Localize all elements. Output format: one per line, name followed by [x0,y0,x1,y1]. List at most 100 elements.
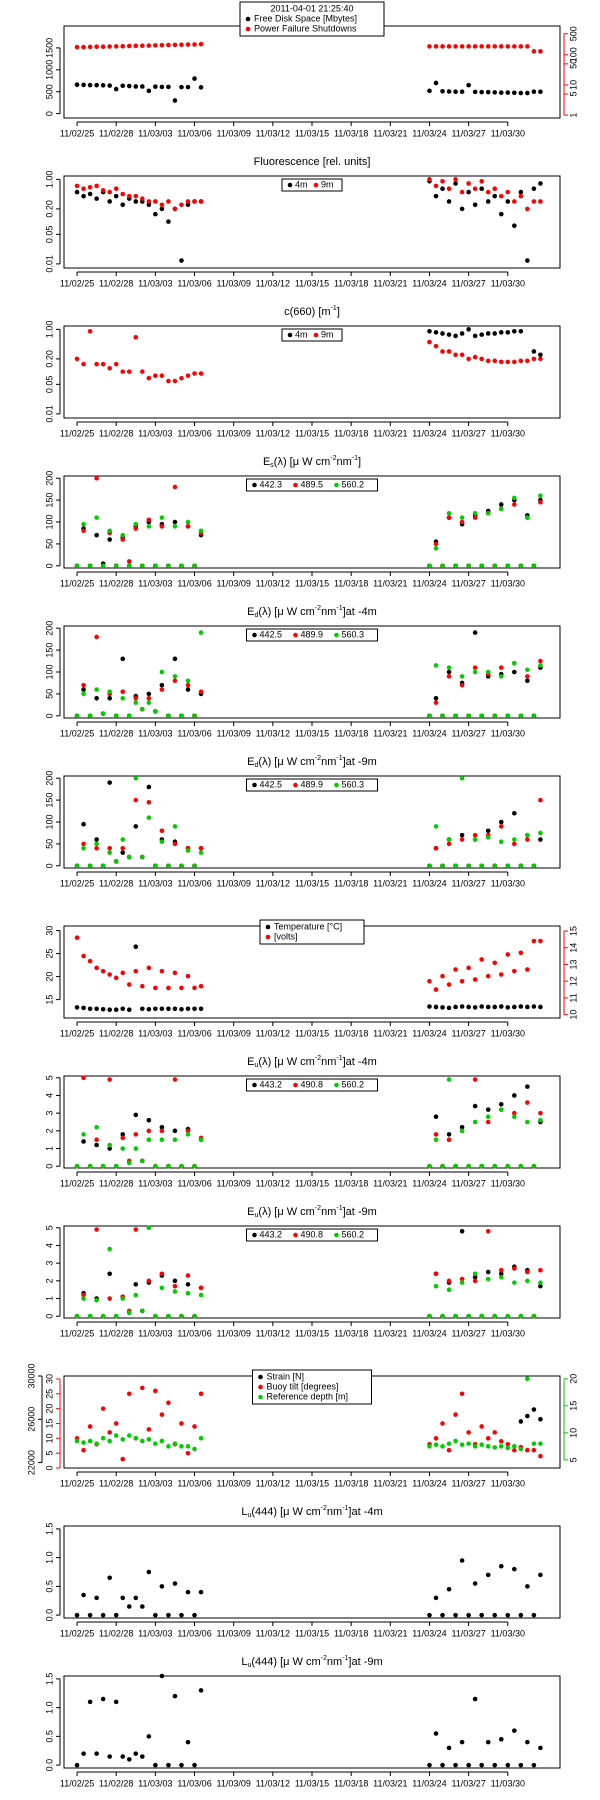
data-point [100,361,106,367]
data-point [159,687,165,692]
data-point [498,819,504,825]
data-point [440,713,445,719]
data-point [472,837,478,842]
data-point [74,1612,80,1618]
title-part: -1 [336,755,342,762]
data-point [126,1160,132,1165]
data-point [485,1276,491,1282]
data-point [179,1612,184,1618]
data-point [446,89,452,94]
data-point [100,83,106,88]
data-point [159,1673,165,1679]
data-point [525,515,530,520]
data-point [518,950,524,956]
x-tick-label: 11/03/06 [177,578,211,588]
data-point [538,1441,543,1446]
panel-title: Ed(λ) [μ W cm-2nm-1]at -9m [247,755,377,769]
data-point [512,837,517,842]
x-tick-label: 11/03/12 [256,1628,290,1638]
legend-box [259,919,365,945]
data-point [74,563,80,569]
data-point [126,193,132,199]
legend-label: 489.5 [301,479,324,489]
title-part: u [247,1512,251,1519]
data-point [479,178,484,184]
x-tick-label: 11/03/24 [412,1778,446,1788]
data-point [81,186,86,192]
data-point [518,563,524,569]
data-point [498,972,504,977]
data-point [433,330,439,335]
data-point [459,1280,465,1285]
data-point [485,1004,491,1010]
data-point [518,328,524,334]
data-point [531,713,537,719]
x-tick-label: 11/03/24 [412,878,446,888]
data-point [198,371,204,376]
x-tick-label: 11/03/30 [491,878,525,888]
data-point [446,669,452,675]
panel: Fluorescence [rel. units] 0.01 0.05 0.20 1.0… [44,156,561,288]
data-point [525,667,530,673]
data-point [538,830,543,836]
x-tick-label: 11/03/15 [295,1628,329,1638]
legend-label: 560.3 [342,629,365,639]
data-point [512,359,517,365]
data-point [453,563,458,569]
data-point [185,682,191,688]
data-point [74,1005,80,1010]
data-point [113,1007,119,1013]
x-tick-label: 11/03/30 [491,1328,525,1338]
data-point [479,1313,484,1319]
legend-label: 4m [295,329,308,339]
data-point [466,1163,471,1169]
data-point [512,1280,517,1285]
data-point [198,983,204,989]
data-point [198,199,204,204]
data-point [133,1282,139,1287]
data-point [87,1006,93,1012]
x-tick-label: 11/03/12 [256,1778,290,1788]
title-part: Fluorescence [rel. units] [254,156,371,168]
data-point [185,1290,191,1296]
data-point [192,863,197,869]
data-point [433,700,439,705]
data-point [87,1163,93,1169]
y-tick-label: 0 [44,713,54,718]
legend: 442.3 489.5 560.2 [246,478,378,492]
legend-label: 442.3 [260,479,283,489]
data-point [81,1447,86,1453]
x-tick-label: 11/03/21 [373,578,407,588]
data-point [74,935,80,941]
data-point [512,495,517,501]
data-point [120,1132,126,1137]
x-tick-label: 11/02/25 [60,1328,94,1338]
data-point [159,669,165,675]
data-point [472,515,478,520]
data-point [512,810,517,816]
data-point [479,332,484,337]
data-point [498,330,504,335]
data-point [498,1267,504,1273]
data-point [538,49,543,54]
data-point [87,328,93,334]
title-part: d [255,762,259,769]
data-point [159,84,165,90]
data-point [427,88,432,94]
legend-label: 489.9 [301,779,324,789]
plot-frame [63,1525,561,1619]
x-tick-label: 11/03/03 [138,1628,172,1638]
data-point [153,1313,158,1319]
panel: Ed(λ) [μ W cm-2nm-1]at -4m 0 50 100 150 200 11… [44,605,561,738]
x-tick-label: 11/03/27 [451,728,485,738]
panel: c(660) [m-1] 0.01 0.05 0.20 1.00 11/02/25 11/0… [44,305,561,438]
y-tick-label: 2 [44,1278,54,1283]
data-point [453,1313,458,1319]
x-tick-label: 11/03/09 [216,728,250,738]
x-tick-label: 11/03/09 [216,1478,250,1488]
data-point [140,196,145,201]
title-part: nm [321,1206,336,1218]
data-point [459,206,465,212]
data-point [485,1229,491,1234]
data-point [140,43,145,48]
